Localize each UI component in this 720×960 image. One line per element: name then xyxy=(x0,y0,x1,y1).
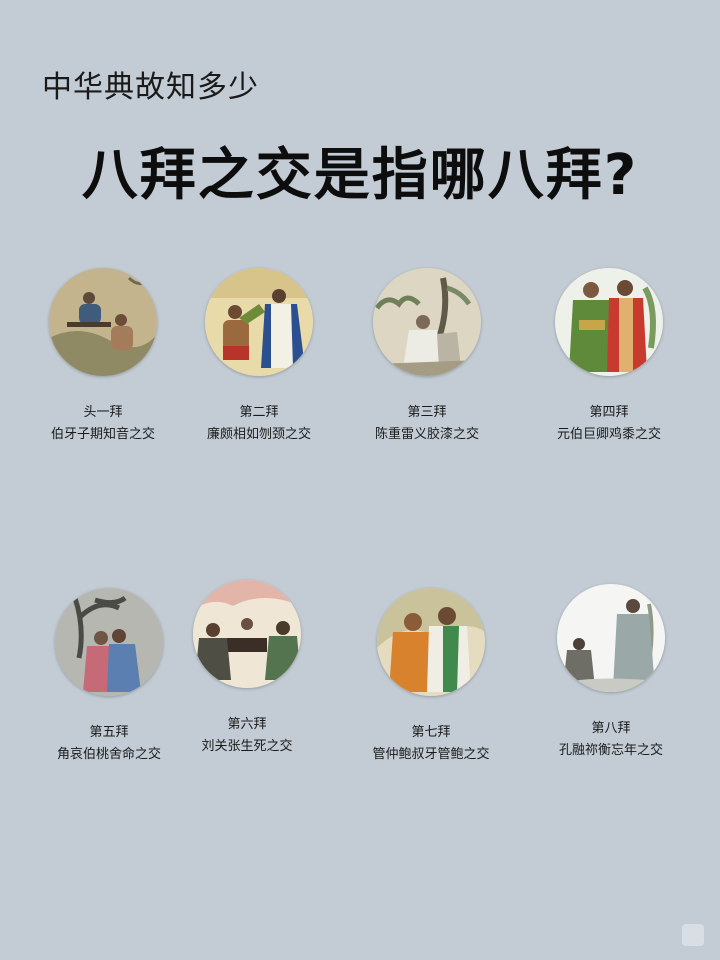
painting-image xyxy=(377,588,485,696)
story-illustration xyxy=(557,584,665,692)
story-rank: 头一拜 xyxy=(83,405,123,420)
story-card-4: 第四拜 元伯巨卿鸡黍之交 xyxy=(524,268,694,446)
story-illustration xyxy=(377,588,485,696)
story-card-5: 第五拜 角哀伯桃舍命之交 xyxy=(24,588,194,766)
story-illustration xyxy=(55,588,163,696)
story-card-2: 第二拜 廉颇相如刎颈之交 xyxy=(174,268,344,446)
story-card-8: 第八拜 孔融祢衡忘年之交 xyxy=(526,584,696,762)
story-name: 管仲鲍叔牙管鲍之交 xyxy=(372,747,490,762)
story-rank: 第五拜 xyxy=(89,725,129,740)
story-name: 角哀伯桃舍命之交 xyxy=(56,747,161,762)
story-card-1: 头一拜 伯牙子期知音之交 xyxy=(18,268,188,446)
story-card-7: 第七拜 管仲鲍叔牙管鲍之交 xyxy=(346,588,516,766)
story-name: 孔融祢衡忘年之交 xyxy=(558,743,663,758)
story-card-6: 第六拜 刘关张生死之交 xyxy=(162,580,332,758)
painting-image xyxy=(555,268,663,376)
story-name: 元伯巨卿鸡黍之交 xyxy=(556,427,661,442)
story-illustration xyxy=(193,580,301,688)
story-rank: 第六拜 xyxy=(227,717,267,732)
story-illustration xyxy=(205,268,313,376)
story-name: 廉颇相如刎颈之交 xyxy=(206,427,311,442)
story-rank: 第八拜 xyxy=(591,721,631,736)
painting-image xyxy=(55,588,163,696)
watermark-logo xyxy=(682,924,704,946)
page-subtitle: 中华典故知多少 xyxy=(42,70,259,105)
story-illustration xyxy=(49,268,157,376)
story-name: 伯牙子期知音之交 xyxy=(50,427,155,442)
painting-image xyxy=(557,584,665,692)
page-title: 八拜之交是指哪八拜? xyxy=(81,143,639,208)
painting-image xyxy=(205,268,313,376)
painting-image xyxy=(49,268,157,376)
story-card-3: 第三拜 陈重雷义胶漆之交 xyxy=(342,268,512,446)
story-name: 陈重雷义胶漆之交 xyxy=(374,427,479,442)
story-rank: 第七拜 xyxy=(411,725,451,740)
story-rank: 第三拜 xyxy=(407,405,447,420)
story-rank: 第二拜 xyxy=(239,405,279,420)
story-rank: 第四拜 xyxy=(589,405,629,420)
story-illustration xyxy=(373,268,481,376)
painting-image xyxy=(193,580,301,688)
story-name: 刘关张生死之交 xyxy=(201,739,293,754)
painting-image xyxy=(373,268,481,376)
story-illustration xyxy=(555,268,663,376)
